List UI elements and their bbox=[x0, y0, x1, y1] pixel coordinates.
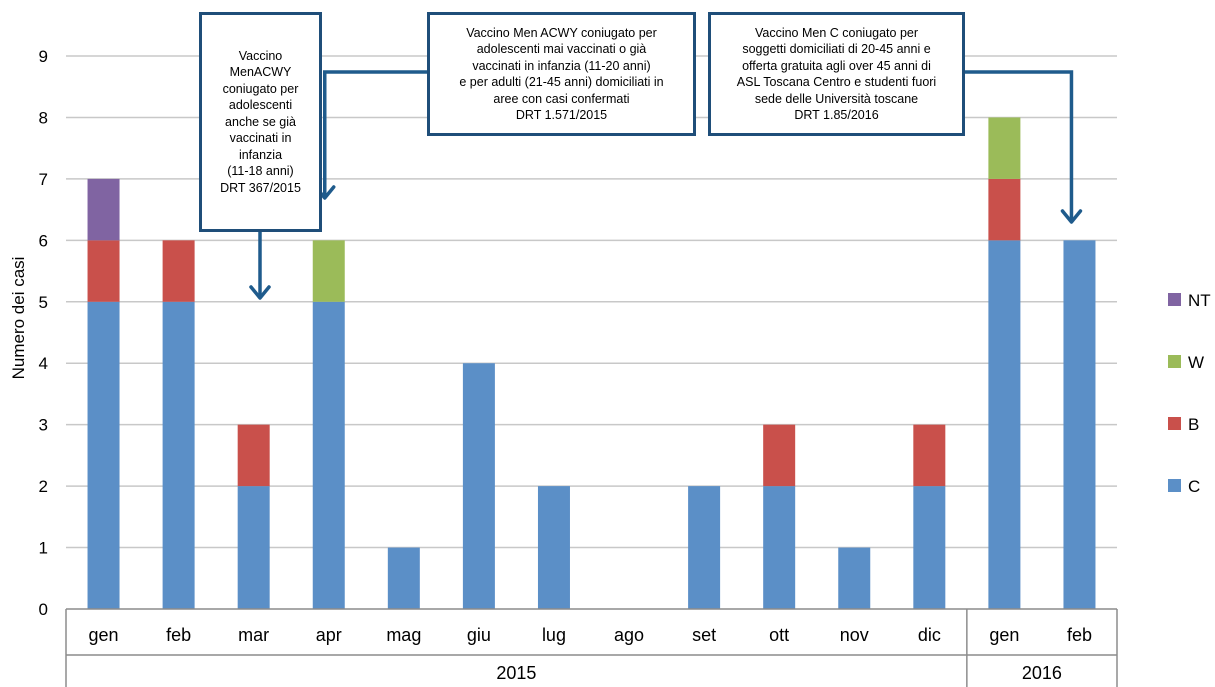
y-tick-label: 5 bbox=[39, 293, 48, 312]
annotation-box-menc: Vaccino Men C coniugato per soggetti domi… bbox=[708, 12, 965, 136]
y-tick-label: 2 bbox=[39, 477, 48, 496]
arrow-shaft bbox=[323, 70, 427, 196]
x-tick-label: nov bbox=[840, 625, 869, 645]
x-tick-label: gen bbox=[89, 625, 119, 645]
y-tick-label: 0 bbox=[39, 600, 48, 619]
x-tick-label: mar bbox=[238, 625, 269, 645]
x-tick-label: apr bbox=[316, 625, 342, 645]
x-group-label: 2015 bbox=[496, 663, 536, 683]
bar-segment-c bbox=[1063, 240, 1096, 610]
y-tick-label: 7 bbox=[39, 170, 48, 189]
arrowhead bbox=[1060, 209, 1083, 224]
axes bbox=[65, 608, 1118, 687]
x-tick-label: feb bbox=[1067, 625, 1092, 645]
annotation-line: Vaccino bbox=[238, 48, 283, 63]
annotation-line: DRT 367/2015 bbox=[220, 180, 301, 195]
bar-segment-c bbox=[237, 486, 270, 609]
x-tick-label: dic bbox=[918, 625, 941, 645]
annotation-line: DRT 1.571/2015 bbox=[515, 108, 608, 122]
bar-segment-w bbox=[988, 117, 1021, 179]
bar-segment-c bbox=[913, 486, 946, 609]
x-tick-label: lug bbox=[542, 625, 566, 645]
annotation-line: adolescenti mai vaccinati o già bbox=[476, 42, 647, 56]
annotation-line: Vaccino Men C coniugato per bbox=[754, 25, 919, 40]
legend-swatch-c bbox=[1168, 479, 1181, 492]
annotation-line: e per adulti (21-45 anni) domiciliati in bbox=[459, 75, 664, 89]
annotation-line: MenACWY bbox=[229, 65, 292, 80]
bar-segment-c bbox=[988, 240, 1021, 610]
annotation-line: anche se già bbox=[225, 114, 296, 129]
bar-segment-c bbox=[162, 301, 195, 609]
x-tick-label: ott bbox=[769, 625, 789, 645]
legend-label-nt: NT bbox=[1188, 291, 1211, 310]
x-tick-label: set bbox=[692, 625, 716, 645]
legend-label-w: W bbox=[1188, 353, 1204, 372]
arrowhead bbox=[249, 285, 271, 300]
arrow-shaft bbox=[965, 70, 1074, 220]
legend-swatch-nt bbox=[1168, 293, 1181, 306]
bar-segment-c bbox=[688, 486, 721, 609]
annotation-box-menacwy-adulti: Vaccino Men ACWY coniugato per adolescent… bbox=[427, 12, 696, 136]
x-category-labels: gen feb mar apr mag giu lug ago set ott nov dic gen f… bbox=[89, 625, 1092, 645]
x-tick-label: gen bbox=[989, 625, 1019, 645]
bar-segment-c bbox=[838, 547, 871, 609]
x-tick-label: mag bbox=[386, 625, 421, 645]
x-tick-label: giu bbox=[467, 625, 491, 645]
x-tick-label: feb bbox=[166, 625, 191, 645]
legend-label-b: B bbox=[1188, 415, 1199, 434]
annotation-line: (11-18 anni) bbox=[227, 164, 294, 179]
x-group-label: 2016 bbox=[1022, 663, 1062, 683]
annotation-line: ASL Toscana Centro e studenti fuori bbox=[736, 75, 937, 89]
annotation-line: infanzia bbox=[238, 147, 283, 162]
annotation-line: vaccinati in infanzia (11-20 anni) bbox=[472, 58, 651, 73]
annotation-line: coniugato per bbox=[222, 81, 299, 96]
annotation-line: offerta gratuita agli over 45 anni di bbox=[742, 58, 931, 73]
x-tick-label: ago bbox=[614, 625, 644, 645]
bar-segment-b bbox=[162, 240, 195, 302]
y-tick-label: 9 bbox=[39, 47, 48, 66]
annotation-line: soggetti domiciliati di 20-45 anni e bbox=[742, 42, 931, 56]
y-tick-label: 4 bbox=[39, 354, 48, 373]
bar-segment-b bbox=[913, 424, 946, 487]
bar-segment-b bbox=[988, 178, 1021, 241]
legend-label-c: C bbox=[1188, 477, 1200, 496]
y-tick-label: 3 bbox=[39, 416, 48, 435]
annotation-line: DRT 1.85/2016 bbox=[794, 108, 879, 122]
bar-segment-c bbox=[87, 301, 120, 609]
legend-swatch-b bbox=[1168, 417, 1181, 430]
legend: NT W B C bbox=[1168, 291, 1211, 496]
y-tick-label: 6 bbox=[39, 231, 48, 250]
annotation-line: aree con casi confermati bbox=[493, 91, 630, 106]
bar-segment-b bbox=[763, 424, 796, 487]
y-tick-label: 1 bbox=[39, 539, 48, 558]
bar-segment-c bbox=[387, 547, 420, 609]
bars bbox=[87, 117, 1096, 610]
bar-segment-c bbox=[462, 363, 495, 609]
y-tick-label: 8 bbox=[39, 108, 48, 127]
y-tick-labels: 0 1 2 3 4 5 6 7 8 9 bbox=[39, 47, 48, 619]
legend-swatch-w bbox=[1168, 355, 1181, 368]
bar-segment-b bbox=[87, 240, 120, 302]
annotation-line: adolescenti bbox=[228, 98, 293, 113]
bar-segment-nt bbox=[87, 178, 120, 241]
bar-segment-c bbox=[763, 486, 796, 609]
bar-segment-w bbox=[312, 240, 345, 302]
x-group-labels: 2015 2016 bbox=[496, 663, 1062, 683]
bar-segment-c bbox=[312, 301, 345, 609]
bar-segment-b bbox=[237, 424, 270, 487]
annotation-box-menacwy-adolescenti: Vaccino MenACWY coniugato per adolescenti an… bbox=[199, 12, 322, 232]
annotation-line: Vaccino Men ACWY coniugato per bbox=[466, 25, 657, 40]
bar-segment-c bbox=[537, 486, 570, 609]
annotation-line: sede delle Università toscane bbox=[754, 91, 919, 106]
y-axis-label: Numero dei casi bbox=[9, 257, 28, 380]
annotation-line: vaccinati in bbox=[229, 131, 292, 146]
